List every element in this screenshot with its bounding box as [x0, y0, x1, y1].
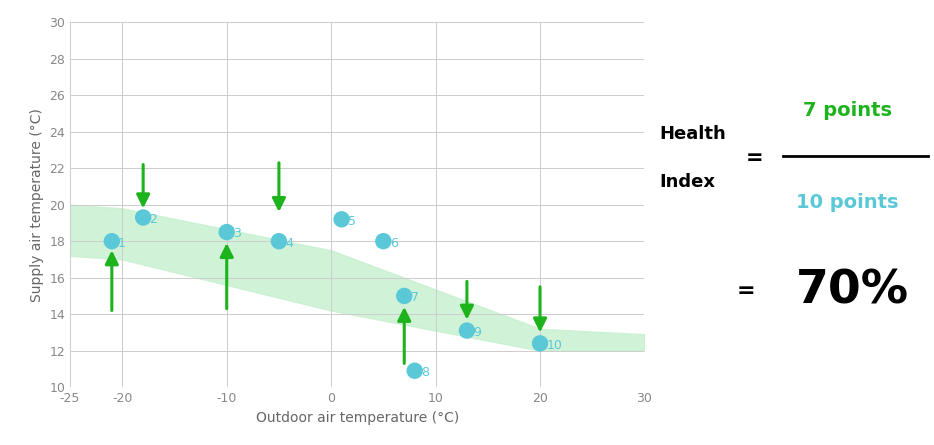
- Point: [105, 238, 120, 245]
- Text: 10 points: 10 points: [796, 193, 899, 212]
- Text: 3: 3: [233, 227, 241, 240]
- Point: [375, 238, 390, 245]
- Point: [135, 214, 150, 221]
- Text: 9: 9: [474, 326, 481, 339]
- Text: 8: 8: [421, 366, 429, 379]
- Text: 10: 10: [546, 339, 562, 352]
- Text: 4: 4: [285, 236, 293, 250]
- Text: Health: Health: [658, 125, 726, 143]
- Text: 6: 6: [389, 236, 398, 250]
- Point: [219, 228, 234, 235]
- Point: [397, 292, 412, 299]
- Point: [460, 327, 474, 334]
- Text: =: =: [745, 149, 763, 168]
- Text: 7 points: 7 points: [802, 101, 892, 120]
- Point: [272, 238, 287, 245]
- Point: [334, 216, 349, 223]
- Text: 70%: 70%: [797, 268, 910, 313]
- Point: [532, 340, 547, 347]
- Text: 2: 2: [149, 213, 157, 226]
- Y-axis label: Supply air temperature (°C): Supply air temperature (°C): [30, 108, 44, 302]
- Text: 7: 7: [411, 291, 418, 304]
- Point: [407, 367, 422, 374]
- Text: 1: 1: [118, 236, 126, 250]
- Text: =: =: [737, 281, 755, 300]
- Text: 5: 5: [347, 214, 356, 228]
- X-axis label: Outdoor air temperature (°C): Outdoor air temperature (°C): [256, 411, 459, 425]
- Text: Index: Index: [658, 174, 715, 191]
